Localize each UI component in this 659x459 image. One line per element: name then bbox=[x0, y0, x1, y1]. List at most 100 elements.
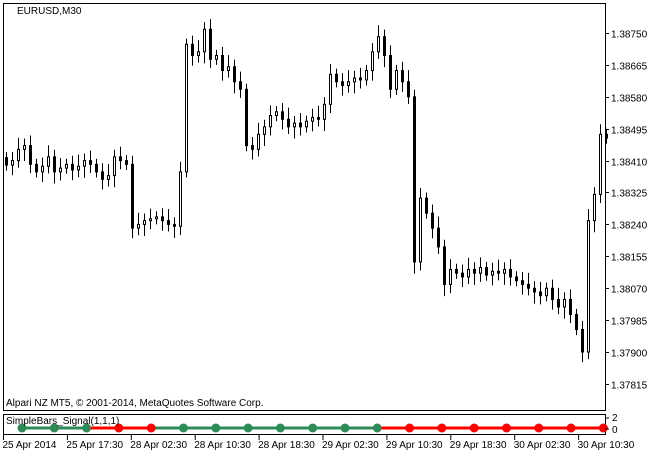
time-tick-label: 25 Apr 2014 bbox=[3, 440, 57, 451]
price-tick-label: 1.37900 bbox=[611, 349, 648, 360]
candle bbox=[527, 272, 530, 296]
candle bbox=[599, 124, 602, 204]
candle bbox=[551, 279, 554, 310]
candle bbox=[305, 115, 308, 133]
candle bbox=[557, 287, 560, 315]
candle bbox=[101, 163, 104, 190]
candle bbox=[107, 163, 110, 187]
candles bbox=[5, 19, 608, 363]
candle bbox=[383, 29, 386, 68]
sell-signal-dot bbox=[405, 423, 415, 433]
candle bbox=[533, 281, 536, 304]
candle bbox=[143, 213, 146, 237]
candle bbox=[293, 115, 296, 139]
candle bbox=[215, 49, 218, 65]
candle bbox=[419, 187, 422, 271]
candle bbox=[563, 292, 566, 319]
time-tick-label: 28 Apr 18:30 bbox=[258, 440, 315, 451]
candle bbox=[575, 308, 578, 336]
buy-signal-dot bbox=[17, 423, 27, 433]
price-tick-label: 1.38750 bbox=[611, 30, 648, 41]
candle bbox=[185, 38, 188, 178]
candle bbox=[299, 112, 302, 136]
price-tick-label: 1.38495 bbox=[611, 126, 648, 137]
sell-signal-dot bbox=[114, 423, 124, 433]
time-tick-label: 29 Apr 18:30 bbox=[450, 440, 507, 451]
candle bbox=[515, 271, 518, 287]
sell-signal-dot bbox=[437, 423, 447, 433]
price-tick-label: 1.38155 bbox=[611, 253, 648, 264]
time-tick-label: 30 Apr 10:30 bbox=[578, 440, 635, 451]
sell-signal-dot bbox=[502, 423, 511, 433]
candle bbox=[179, 161, 182, 235]
candle bbox=[83, 153, 86, 178]
candle bbox=[365, 64, 368, 86]
candle bbox=[17, 137, 20, 168]
candle bbox=[443, 239, 446, 297]
candle bbox=[197, 40, 200, 63]
time-tick-label: 29 Apr 02:30 bbox=[322, 440, 379, 451]
candle bbox=[449, 259, 452, 294]
sell-signal-dot bbox=[566, 423, 576, 433]
candle bbox=[149, 208, 152, 230]
price-tick-label: 1.37815 bbox=[611, 381, 648, 392]
candle bbox=[89, 150, 92, 173]
candle bbox=[257, 122, 260, 157]
candle bbox=[311, 108, 314, 132]
candle bbox=[401, 61, 404, 92]
candle bbox=[23, 138, 26, 161]
buy-signal-dot bbox=[372, 423, 382, 433]
price-tick-label: 1.38070 bbox=[611, 285, 648, 296]
candle bbox=[77, 154, 80, 178]
candle bbox=[503, 262, 506, 285]
candle bbox=[377, 25, 380, 59]
candle bbox=[281, 103, 284, 130]
candle bbox=[203, 22, 206, 64]
candle bbox=[395, 64, 398, 95]
candle bbox=[437, 216, 440, 255]
candle bbox=[125, 154, 128, 170]
candle bbox=[161, 208, 164, 231]
candle bbox=[341, 73, 344, 96]
buy-signal-dot bbox=[243, 423, 253, 433]
candle bbox=[227, 55, 230, 78]
candle bbox=[251, 136, 254, 160]
candle bbox=[221, 46, 224, 81]
price-tick-label: 1.38240 bbox=[611, 221, 648, 232]
indicator-axis-min: 0 bbox=[612, 425, 618, 436]
candle bbox=[425, 192, 428, 219]
candle bbox=[113, 149, 116, 188]
buy-signal-dot bbox=[340, 423, 350, 433]
candle bbox=[173, 217, 176, 238]
candle bbox=[275, 106, 278, 122]
candle bbox=[137, 212, 140, 236]
candle bbox=[41, 157, 44, 182]
candle bbox=[287, 107, 290, 134]
candle bbox=[317, 105, 320, 127]
candle bbox=[191, 35, 194, 66]
price-tick-label: 1.37985 bbox=[611, 317, 648, 328]
candle bbox=[347, 70, 350, 93]
candle bbox=[371, 43, 374, 81]
candle bbox=[35, 158, 38, 178]
candle bbox=[47, 145, 50, 174]
candle bbox=[539, 281, 542, 305]
candle bbox=[323, 97, 326, 131]
candle bbox=[581, 320, 584, 363]
time-tick-label: 25 Apr 17:30 bbox=[66, 440, 123, 451]
candle bbox=[59, 157, 62, 181]
candle bbox=[467, 257, 470, 285]
buy-signal-dot bbox=[275, 423, 285, 433]
candle bbox=[353, 70, 356, 94]
candle bbox=[167, 209, 170, 232]
candle bbox=[455, 263, 458, 279]
copyright-label: Alpari NZ MT5, © 2001-2014, MetaQuotes S… bbox=[6, 398, 263, 409]
candle bbox=[209, 19, 212, 68]
candle bbox=[413, 89, 416, 274]
candle bbox=[461, 264, 464, 288]
candle bbox=[95, 158, 98, 178]
buy-signal-dot bbox=[82, 423, 92, 433]
indicator-label: SimpleBars_Signal(1,1,1) bbox=[6, 416, 119, 427]
indicator-signals bbox=[17, 423, 608, 433]
